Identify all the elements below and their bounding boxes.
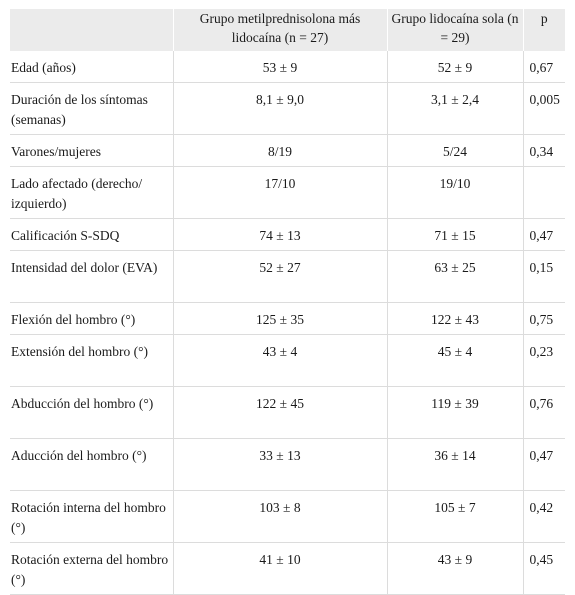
cell-group2: 71 ± 15 [387,218,524,251]
cell-group1: 74 ± 13 [173,218,388,251]
cell-p: 0,67 [523,51,565,83]
cell-group2: 52 ± 9 [387,51,524,83]
table-row: Aducción del hombro (°) 33 ± 13 36 ± 14 … [10,438,565,491]
cell-group1: 41 ± 10 [173,542,388,595]
row-label: Flexión del hombro (°) [10,302,174,335]
header-group-methylprednisolone: Grupo metilprednisolona más lidocaína (n… [173,9,388,51]
row-label: Edad (años) [10,51,174,83]
cell-group1: 53 ± 9 [173,51,388,83]
baseline-characteristics-table: Grupo metilprednisolona más lidocaína (n… [10,9,565,595]
cell-p: 0,47 [523,218,565,251]
table-row: Varones/mujeres 8/19 5/24 0,34 [10,134,565,167]
cell-group1: 52 ± 27 [173,250,388,303]
cell-p: 0,005 [523,82,565,135]
cell-group2: 43 ± 9 [387,542,524,595]
row-label: Calificación S-SDQ [10,218,174,251]
cell-p: 0,23 [523,334,565,387]
cell-p: 0,45 [523,542,565,595]
cell-group1: 8,1 ± 9,0 [173,82,388,135]
header-group-lidocaine: Grupo lidocaína sola (n = 29) [387,9,524,51]
table-row: Calificación S-SDQ 74 ± 13 71 ± 15 0,47 [10,218,565,251]
table-row: Abducción del hombro (°) 122 ± 45 119 ± … [10,386,565,439]
table-row: Edad (años) 53 ± 9 52 ± 9 0,67 [10,51,565,83]
header-p-value: p [523,9,565,51]
cell-group2: 36 ± 14 [387,438,524,491]
cell-group2: 63 ± 25 [387,250,524,303]
row-label: Extensión del hombro (°) [10,334,174,387]
cell-p: 0,34 [523,134,565,167]
row-label: Abducción del hombro (°) [10,386,174,439]
table-row: Lado afectado (derecho/ izquierdo) 17/10… [10,166,565,219]
table-row: Extensión del hombro (°) 43 ± 4 45 ± 4 0… [10,334,565,387]
cell-group1: 43 ± 4 [173,334,388,387]
header-empty [10,9,174,51]
cell-group1: 103 ± 8 [173,490,388,543]
table-row: Rotación interna del hombro (°) 103 ± 8 … [10,490,565,543]
table-body: Edad (años) 53 ± 9 52 ± 9 0,67 Duración … [10,51,565,595]
cell-group2: 122 ± 43 [387,302,524,335]
cell-group1: 8/19 [173,134,388,167]
cell-group2: 5/24 [387,134,524,167]
row-label: Rotación externa del hombro (°) [10,542,174,595]
table-header: Grupo metilprednisolona más lidocaína (n… [10,9,565,51]
row-label: Intensidad del dolor (EVA) [10,250,174,303]
table-row: Flexión del hombro (°) 125 ± 35 122 ± 43… [10,302,565,335]
cell-p [523,166,565,219]
cell-p: 0,15 [523,250,565,303]
cell-group2: 45 ± 4 [387,334,524,387]
cell-group2: 3,1 ± 2,4 [387,82,524,135]
cell-p: 0,76 [523,386,565,439]
cell-p: 0,75 [523,302,565,335]
cell-group1: 17/10 [173,166,388,219]
row-label: Duración de los síntomas (semanas) [10,82,174,135]
table-row: Duración de los síntomas (semanas) 8,1 ±… [10,82,565,135]
table-row: Intensidad del dolor (EVA) 52 ± 27 63 ± … [10,250,565,303]
cell-group2: 119 ± 39 [387,386,524,439]
table-row: Rotación externa del hombro (°) 41 ± 10 … [10,542,565,595]
row-label: Lado afectado (derecho/ izquierdo) [10,166,174,219]
row-label: Varones/mujeres [10,134,174,167]
cell-group1: 125 ± 35 [173,302,388,335]
cell-group1: 33 ± 13 [173,438,388,491]
cell-group1: 122 ± 45 [173,386,388,439]
cell-group2: 19/10 [387,166,524,219]
table-container: Grupo metilprednisolona más lidocaína (n… [10,9,565,595]
row-label: Rotación interna del hombro (°) [10,490,174,543]
header-row: Grupo metilprednisolona más lidocaína (n… [10,9,565,51]
cell-p: 0,42 [523,490,565,543]
cell-group2: 105 ± 7 [387,490,524,543]
cell-p: 0,47 [523,438,565,491]
row-label: Aducción del hombro (°) [10,438,174,491]
